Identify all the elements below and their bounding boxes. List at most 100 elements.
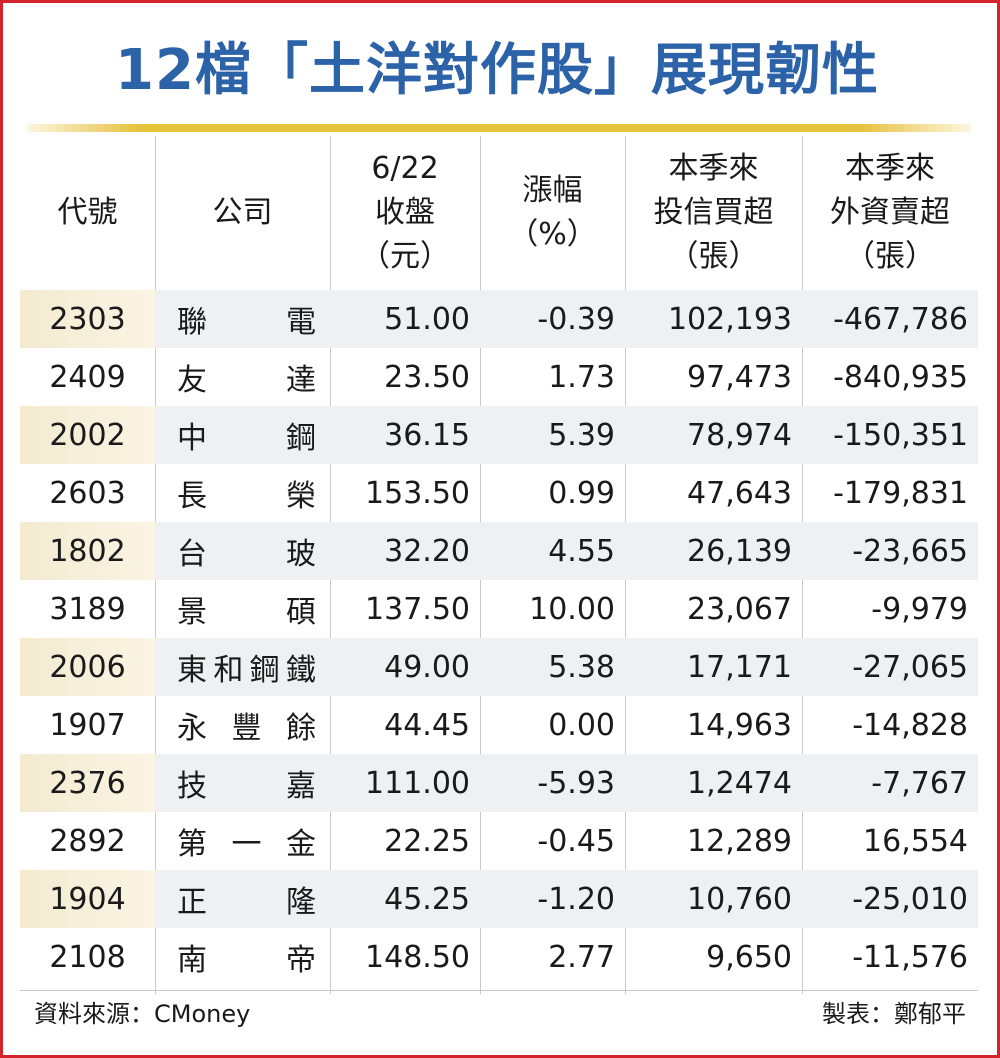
stock-code: 2892 [49, 823, 126, 859]
table-row: 2892 第一金 22.25 -0.45 12,289 16,554 [20, 812, 978, 870]
close-price: 45.25 [384, 881, 470, 917]
foreign-net-sell: -23,665 [852, 533, 968, 569]
close-price: 49.00 [384, 649, 470, 685]
company-name-char: 南 [177, 943, 207, 978]
change-percent: 0.99 [548, 475, 615, 511]
header-close: 6/22 收盤 （元） [330, 136, 480, 290]
trust-net-buy: 102,193 [667, 301, 792, 337]
table-row: 1802 台玻 32.20 4.55 26,139 -23,665 [20, 522, 978, 580]
stock-code: 2603 [49, 475, 126, 511]
company-name-char: 電 [286, 305, 316, 340]
close-price: 44.45 [384, 707, 470, 743]
change-percent: 4.55 [548, 533, 615, 569]
header-change-line: （%） [508, 217, 597, 252]
change-percent: 5.38 [548, 649, 615, 685]
row-values: 東和鋼鐵 49.00 5.38 17,171 -27,065 [155, 638, 978, 696]
company-name: 台玻 [177, 522, 316, 580]
close-price: 22.25 [384, 823, 470, 859]
company-name-char: 鐵 [285, 653, 316, 688]
company-name-char: 隆 [286, 885, 316, 920]
change-percent: 0.00 [548, 707, 615, 743]
foreign-net-sell: -7,767 [871, 765, 968, 801]
header-foreign-line: 本季來 [845, 151, 935, 186]
header-close-line: （元） [360, 239, 450, 274]
table-maker: 製表：鄭郁平 [822, 1000, 966, 1028]
close-price: 148.50 [365, 939, 470, 975]
row-values: 聯電 51.00 -0.39 102,193 -467,786 [155, 290, 978, 348]
trust-net-buy: 97,473 [687, 359, 792, 395]
close-price: 51.00 [384, 301, 470, 337]
table-row: 2603 長 榮 153.50 0.99 47,643 -179,831 [20, 464, 978, 522]
company-name-char: 一 [231, 827, 262, 862]
close-price: 32.20 [384, 533, 470, 569]
stock-code: 2002 [20, 406, 155, 464]
change-percent: 10.00 [529, 591, 615, 627]
row-values: 南帝 148.50 2.77 9,650 -11,576 [155, 928, 978, 986]
data-source: 資料來源：CMoney [34, 1000, 251, 1028]
header-trust-line: （張） [668, 239, 759, 274]
company-name-char: 第 [177, 827, 207, 862]
table-row: 2409 友達 23.50 1.73 97,473 -840,935 [20, 348, 978, 406]
company-name: 聯電 [177, 290, 316, 348]
close-price: 36.15 [384, 417, 470, 453]
company-name-char: 嘉 [286, 769, 316, 804]
row-values: 正隆 45.25 -1.20 10,760 -25,010 [155, 870, 978, 928]
close-price: 23.50 [384, 359, 470, 395]
company-name-char: 帝 [286, 943, 316, 978]
table-row: 2006 東和鋼鐵 49.00 5.38 17,171 -27,065 [20, 638, 978, 696]
table-row: 2303 聯電 51.00 -0.39 102,193 -467,786 [20, 290, 978, 348]
stock-code: 1904 [20, 870, 155, 928]
foreign-net-sell: -179,831 [833, 475, 968, 511]
row-values: 友達 23.50 1.73 97,473 -840,935 [155, 348, 978, 406]
company-name-char: 達 [286, 363, 316, 398]
foreign-net-sell: -9,979 [871, 591, 968, 627]
change-percent: -1.20 [537, 881, 615, 917]
header-code: 代號 [20, 136, 155, 290]
stock-code: 2409 [49, 359, 126, 395]
company-name-char: 技 [177, 769, 207, 804]
company-name: 第一金 [177, 812, 316, 870]
table-row: 2002 中鋼 36.15 5.39 78,974 -150,351 [20, 406, 978, 464]
header-change: 漲幅 （%） [480, 136, 625, 290]
trust-net-buy: 23,067 [687, 591, 792, 627]
stock-code: 2376 [20, 754, 155, 812]
trust-net-buy: 14,963 [687, 707, 792, 743]
title-underline [26, 124, 972, 132]
close-price: 137.50 [365, 591, 470, 627]
trust-net-buy: 26,139 [687, 533, 792, 569]
company-name-char: 餘 [286, 711, 316, 746]
stock-code: 2108 [49, 939, 126, 975]
header-company: 公司 [155, 136, 330, 290]
row-values: 中鋼 36.15 5.39 78,974 -150,351 [155, 406, 978, 464]
trust-net-buy: 1,2474 [687, 765, 792, 801]
header-company-line: 公司 [212, 195, 273, 230]
company-name-char: 長 [177, 479, 207, 514]
company-name-char: 正 [177, 885, 207, 920]
foreign-net-sell: -150,351 [833, 417, 968, 453]
company-name-char: 鋼 [249, 653, 280, 688]
stock-code: 2006 [20, 638, 155, 696]
stock-code: 2303 [20, 290, 155, 348]
company-name-char: 金 [286, 827, 316, 862]
table-row: 2376 技嘉 111.00 -5.93 1,2474 -7,767 [20, 754, 978, 812]
foreign-net-sell: -840,935 [833, 359, 968, 395]
company-name: 友達 [177, 348, 316, 406]
row-values: 技嘉 111.00 -5.93 1,2474 -7,767 [155, 754, 978, 812]
header-change-line: 漲幅 [522, 173, 583, 208]
company-name-char: 榮 [286, 479, 316, 514]
company-name: 中鋼 [177, 406, 316, 464]
change-percent: -5.93 [537, 765, 615, 801]
close-price: 153.50 [365, 475, 470, 511]
company-name-char: 友 [177, 363, 207, 398]
company-name-char: 景 [177, 595, 207, 630]
company-name-char: 豐 [231, 711, 262, 746]
foreign-net-sell: -27,065 [852, 649, 968, 685]
company-name-char: 中 [177, 421, 207, 456]
company-name: 南帝 [177, 928, 316, 986]
foreign-net-sell: -25,010 [852, 881, 968, 917]
trust-net-buy: 9,650 [706, 939, 792, 975]
trust-net-buy: 17,171 [687, 649, 792, 685]
trust-net-buy: 12,289 [687, 823, 792, 859]
trust-net-buy: 47,643 [687, 475, 792, 511]
table-row: 3189 景碩 137.50 10.00 23,067 -9,979 [20, 580, 978, 638]
